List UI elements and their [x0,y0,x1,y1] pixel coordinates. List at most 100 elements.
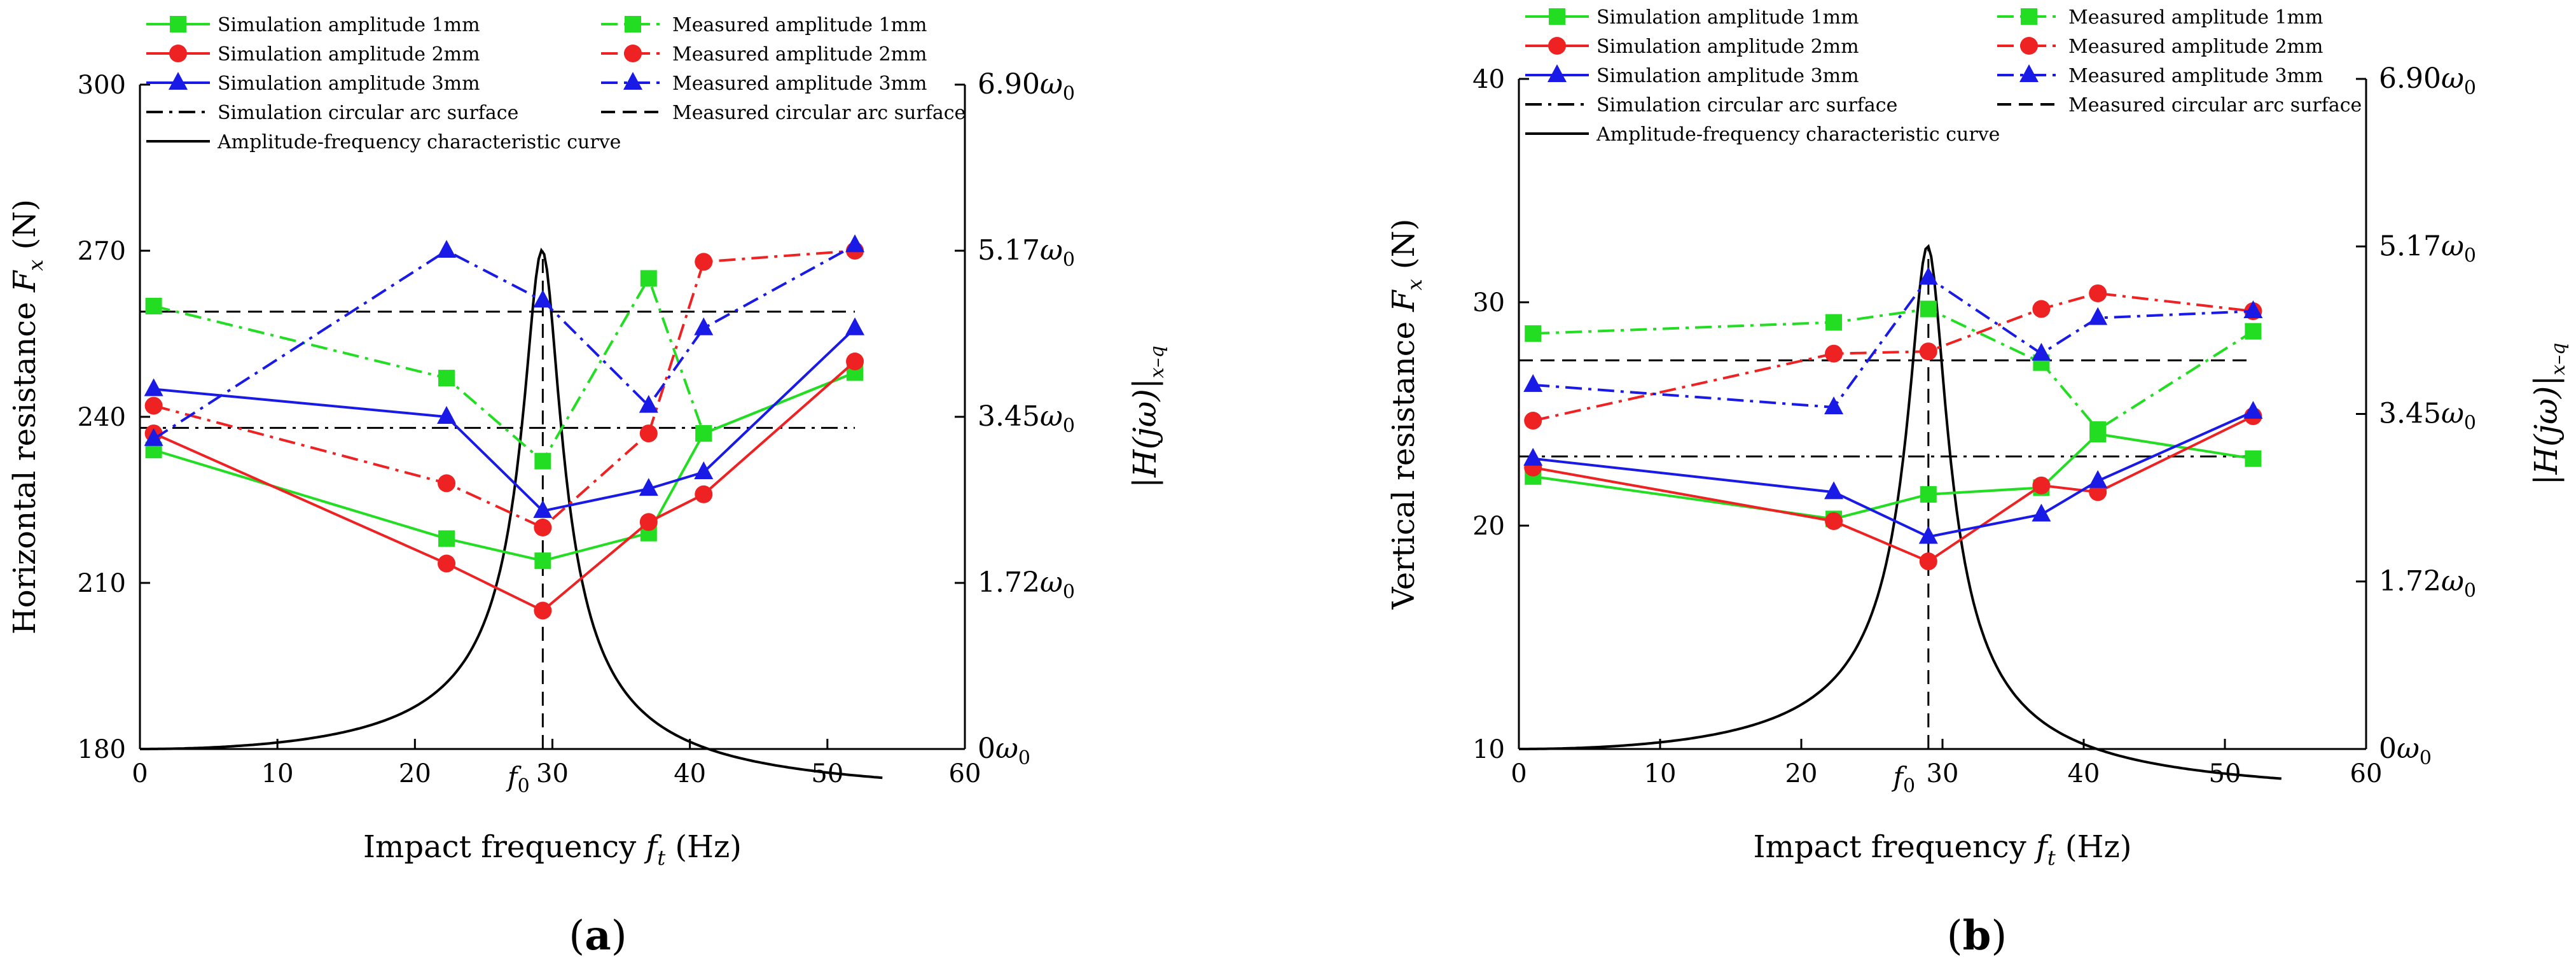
meas_1mm-point [2245,323,2262,340]
legend-item-sim_2mm: Simulation amplitude 2mm [146,43,480,66]
meas_2mm-line [153,249,855,529]
x-tick-label: 20 [1785,759,1818,788]
x-tick-label: 40 [674,759,706,788]
x-axis-label: Impact frequency ft (Hz) [363,829,742,870]
meas_2mm-point [2032,300,2051,318]
legend-marker [170,16,186,32]
right-tick-label: 5.17ω0 [2379,230,2476,267]
meas_3mm-line [1533,276,2254,409]
legend-label: Measured circular arc surface [2068,94,2362,116]
sim_2mm-point [695,485,713,503]
meas_1mm-line [153,275,855,463]
x-tick-label: 10 [261,759,294,788]
sim_3mm-line [153,327,856,513]
right-tick-label: 3.45ω0 [2379,398,2476,435]
y-tick-label: 300 [78,71,126,100]
legend-item-meas_2mm: Measured amplitude 2mm [1997,36,2323,58]
meas_3mm-point [2032,342,2051,361]
afc-curve [140,248,883,780]
sim_2mm-point [534,601,552,620]
x-tick-label: 30 [1927,759,1959,788]
legend-label: Simulation amplitude 1mm [218,14,480,36]
legend-marker [2020,37,2038,55]
legend: Simulation amplitude 1mm Measured amplitu… [146,14,966,153]
meas_3mm-point [639,395,658,413]
meas_3mm-point [144,428,163,446]
y-axis-label: Vertical resistance Fx (N) [1386,219,1427,610]
y-tick-label: 20 [1472,512,1505,541]
legend-marker [1549,8,1565,25]
panel-b: 0 10 20 30 40 50 60102030400ω01.72ω03.45ω05.17… [1386,6,2570,960]
sim_1mm-point [1920,486,1937,503]
legend-item-afc: Amplitude-frequency characteristic curve [146,131,621,153]
right-tick-label: 5.17ω0 [978,234,1075,271]
x-axis-label: Impact frequency ft (Hz) [1753,829,2131,870]
sim_3mm-point [144,378,163,396]
x-tick-label: 0 [1511,759,1527,788]
x-tick-label: 60 [949,759,981,788]
legend-marker [2021,8,2037,25]
right-tick-label: 1.72ω0 [2379,565,2476,602]
sim_2mm-point [1919,552,1937,571]
meas_1mm-point [1525,325,1542,342]
meas_3mm-point [2243,300,2263,319]
meas_2mm-point [1919,342,1937,361]
meas_3mm-point [1918,267,1938,285]
sim_2mm-point [639,513,658,531]
sim_1mm-line [153,371,855,563]
meas_2mm-point [144,396,163,415]
legend: Simulation amplitude 1mm Measured amplitu… [1525,6,2362,146]
sim_3mm-series [144,317,865,518]
legend-label: Amplitude-frequency characteristic curve [217,131,621,153]
legend-label: Simulation amplitude 1mm [1596,6,1859,29]
sim_1mm-point [534,552,551,570]
sim_3mm-point [533,500,553,518]
sim_3mm-point [1824,481,1844,500]
legend-marker [1548,64,1567,82]
legend-label: Measured amplitude 1mm [672,14,927,36]
sim_2mm-line [153,360,856,612]
meas_2mm-point [2089,284,2107,302]
legend-label: Measured amplitude 2mm [672,43,927,66]
meas_3mm-point [2088,307,2108,325]
y-tick-label: 240 [78,403,126,432]
legend-label: Simulation circular arc surface [1596,94,1897,116]
sim_2mm-series [1524,407,2262,571]
legend-item-sim_arc: Simulation circular arc surface [1525,94,1897,116]
meas_2mm-series [1524,284,2262,430]
sim_3mm-point [694,461,714,479]
meas_3mm-point [845,234,865,253]
legend-label: Measured amplitude 3mm [672,73,927,95]
legend-item-meas_3mm: Measured amplitude 3mm [601,72,927,95]
meas_3mm-point [1824,396,1844,414]
f0-label: f0 [506,761,530,797]
sim_1mm-series [145,364,864,570]
legend-item-meas_1mm: Measured amplitude 1mm [601,14,927,36]
sim_1mm-point [438,530,455,547]
y-tick-label: 270 [78,237,126,266]
legend-item-meas_arc: Measured circular arc surface [1997,94,2362,116]
legend-marker [623,72,642,90]
legend-label: Simulation amplitude 3mm [1596,65,1859,87]
legend-item-sim_arc: Simulation circular arc surface [146,102,518,124]
meas_3mm-point [533,290,553,308]
legend-item-sim_1mm: Simulation amplitude 1mm [1525,6,1859,29]
legend-label: Simulation amplitude 3mm [218,73,480,95]
legend-item-meas_1mm: Measured amplitude 1mm [1997,6,2323,29]
meas_2mm-point [534,519,552,536]
legend-label: Measured amplitude 3mm [2068,65,2323,87]
meas_1mm-point [438,370,455,387]
panel-a: 0 10 20 30 40 50 601802102402703000ω01.72ω03.4… [7,14,1168,960]
legend-marker [169,72,188,90]
legend-item-sim_3mm: Simulation amplitude 3mm [1525,64,1859,87]
meas_2mm-point [1825,344,1843,363]
panel-label: (b) [1947,912,2007,960]
x-tick-label: 30 [536,759,569,788]
panel-label: (a) [569,912,627,960]
right-axis-label: |H(jω)|x–q [1126,346,1168,488]
sim_3mm-series [1523,400,2263,544]
f0-label: f0 [1891,761,1915,797]
sim_1mm-line [1532,432,2254,521]
y-tick-label: 210 [78,569,126,598]
meas_3mm-series [144,234,865,446]
